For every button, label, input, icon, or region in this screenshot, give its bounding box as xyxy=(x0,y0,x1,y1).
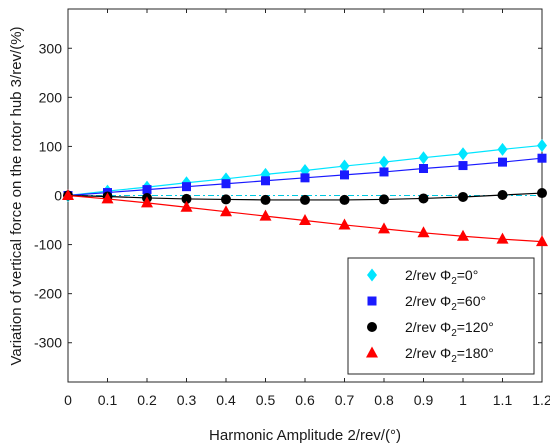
data-point xyxy=(378,222,390,234)
data-point xyxy=(182,182,191,192)
data-point xyxy=(260,194,271,205)
x-tick-label: 0.7 xyxy=(335,392,355,408)
x-tick-label: 0 xyxy=(64,392,72,408)
legend-label-prefix: 2/rev Φ xyxy=(405,319,451,335)
data-point xyxy=(458,161,468,171)
x-tick-label: 1.1 xyxy=(493,392,513,408)
legend-label-prefix: 2/rev Φ xyxy=(405,267,451,283)
data-point xyxy=(379,167,389,177)
legend-marker xyxy=(367,322,377,332)
legend-label-subscript: 2 xyxy=(451,328,457,339)
data-point xyxy=(418,151,429,165)
legend-label-suffix: =180° xyxy=(457,345,494,361)
data-point xyxy=(338,218,351,230)
data-point xyxy=(142,185,152,195)
legend-entry: 2/rev Φ2=180° xyxy=(405,345,494,365)
legend-label-prefix: 2/rev Φ xyxy=(405,293,451,309)
data-point xyxy=(141,196,153,208)
legend-marker xyxy=(367,268,377,282)
data-point xyxy=(497,142,508,156)
data-point xyxy=(536,235,548,247)
data-point xyxy=(259,209,272,221)
x-tick-label: 0.3 xyxy=(177,392,197,408)
legend-label-prefix: 2/rev Φ xyxy=(405,345,451,361)
data-point xyxy=(261,176,270,186)
legend-label-subscript: 2 xyxy=(451,276,457,287)
data-point xyxy=(379,194,389,205)
data-point xyxy=(379,155,389,169)
data-point xyxy=(498,157,507,167)
data-point xyxy=(496,232,509,244)
y-tick-label: -200 xyxy=(34,286,62,302)
data-point xyxy=(457,229,469,241)
x-tick-label: 0.9 xyxy=(414,392,434,408)
data-point xyxy=(299,214,311,226)
data-point xyxy=(537,188,547,199)
data-point xyxy=(339,194,350,205)
axis-ticks: 0 0.1 0.2 0.3 0.4 0.5 0.6 0.7 0.8 0.9 1 1.1 1.230020… xyxy=(34,9,550,408)
data-point xyxy=(101,192,114,204)
y-tick-label: -100 xyxy=(34,237,62,253)
legend-marker xyxy=(367,296,377,306)
legend-entry: 2/rev Φ2=120° xyxy=(405,319,494,339)
data-point xyxy=(62,189,74,200)
x-axis-title: Harmonic Amplitude 2/rev/(°) xyxy=(209,427,401,444)
data-point xyxy=(419,164,428,174)
x-tick-label: 0.1 xyxy=(98,392,118,408)
y-axis-title: Variation of vertical force on the rotor… xyxy=(8,26,25,365)
data-point xyxy=(221,194,231,205)
legend-marker xyxy=(366,346,378,358)
data-point xyxy=(458,147,468,161)
data-point xyxy=(220,205,232,217)
data-point xyxy=(300,173,310,183)
x-tick-label: 1 xyxy=(459,392,467,408)
data-point xyxy=(418,193,429,204)
data-point xyxy=(180,200,193,212)
y-tick-label: 100 xyxy=(39,138,63,154)
data-point xyxy=(300,194,310,205)
x-tick-label: 0.6 xyxy=(295,392,315,408)
data-point xyxy=(537,153,547,163)
legend: 2/rev Φ2=0°2/rev Φ2=60°2/rev Φ2=120°2/re… xyxy=(347,257,535,375)
data-point xyxy=(537,138,547,152)
legend-label-suffix: =60° xyxy=(457,293,486,309)
x-tick-label: 1.2 xyxy=(532,392,550,408)
data-point xyxy=(181,193,192,204)
data-point xyxy=(497,190,508,201)
series-layer xyxy=(62,138,548,247)
legend-label-subscript: 2 xyxy=(451,302,457,313)
series-triangle xyxy=(62,189,548,247)
legend-label-suffix: =0° xyxy=(457,267,479,283)
data-point xyxy=(339,159,350,173)
y-tick-label: -300 xyxy=(34,335,62,351)
x-tick-label: 0.2 xyxy=(137,392,157,408)
data-point xyxy=(417,226,430,238)
x-tick-label: 0.8 xyxy=(374,392,394,408)
legend-label-subscript: 2 xyxy=(451,354,457,365)
y-tick-label: 200 xyxy=(39,89,63,105)
y-tick-label: 300 xyxy=(39,40,63,56)
legend-box xyxy=(347,257,535,375)
data-point xyxy=(340,170,349,180)
legend-entry: 2/rev Φ2=0° xyxy=(405,267,478,287)
data-point xyxy=(221,179,231,189)
legend-label-suffix: =120° xyxy=(457,319,494,335)
x-tick-label: 0.4 xyxy=(216,392,236,408)
x-tick-label: 0.5 xyxy=(256,392,276,408)
data-point xyxy=(458,191,468,202)
y-tick-label: 0 xyxy=(54,188,62,204)
legend-entry: 2/rev Φ2=60° xyxy=(405,293,486,313)
